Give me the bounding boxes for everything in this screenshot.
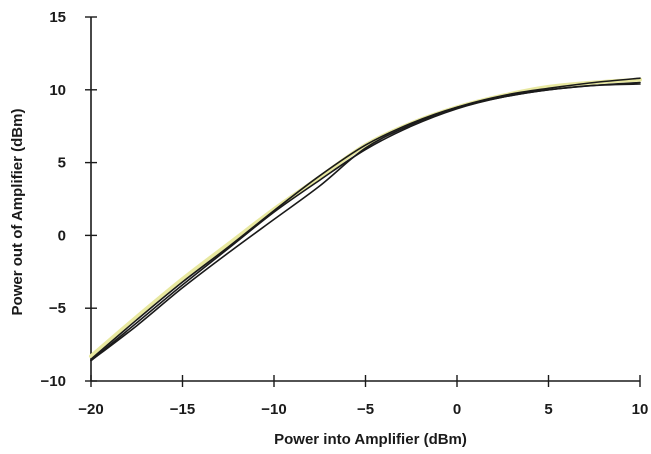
y-tick-label: 5 xyxy=(58,155,66,172)
x-axis-title: Power into Amplifier (dBm) xyxy=(274,431,467,448)
x-tick-label: 0 xyxy=(453,401,461,418)
x-tick-label: −10 xyxy=(261,401,286,418)
x-ticks: −20 −15 −10 −5 0 5 10 xyxy=(78,375,648,418)
series-line-2 xyxy=(90,83,641,362)
series-line-4 xyxy=(90,81,641,360)
axes xyxy=(90,17,640,382)
x-tick-label: −5 xyxy=(357,401,374,418)
y-tick-label: 0 xyxy=(58,227,66,244)
x-tick-label: −15 xyxy=(170,401,195,418)
x-tick-label: 5 xyxy=(544,401,552,418)
y-axis-title: Power out of Amplifier (dBm) xyxy=(9,109,26,316)
series-line-3 xyxy=(90,77,641,362)
y-ticks: −10 −5 0 5 10 15 xyxy=(41,9,97,390)
y-tick-label: −10 xyxy=(41,373,66,390)
y-tick-label: 15 xyxy=(49,9,66,26)
x-tick-label: −20 xyxy=(78,401,103,418)
series-layer xyxy=(89,77,642,362)
y-tick-label: −5 xyxy=(49,300,66,317)
series-line-1 xyxy=(89,77,642,359)
x-tick-label: 10 xyxy=(632,401,649,418)
y-tick-label: 10 xyxy=(49,82,66,99)
